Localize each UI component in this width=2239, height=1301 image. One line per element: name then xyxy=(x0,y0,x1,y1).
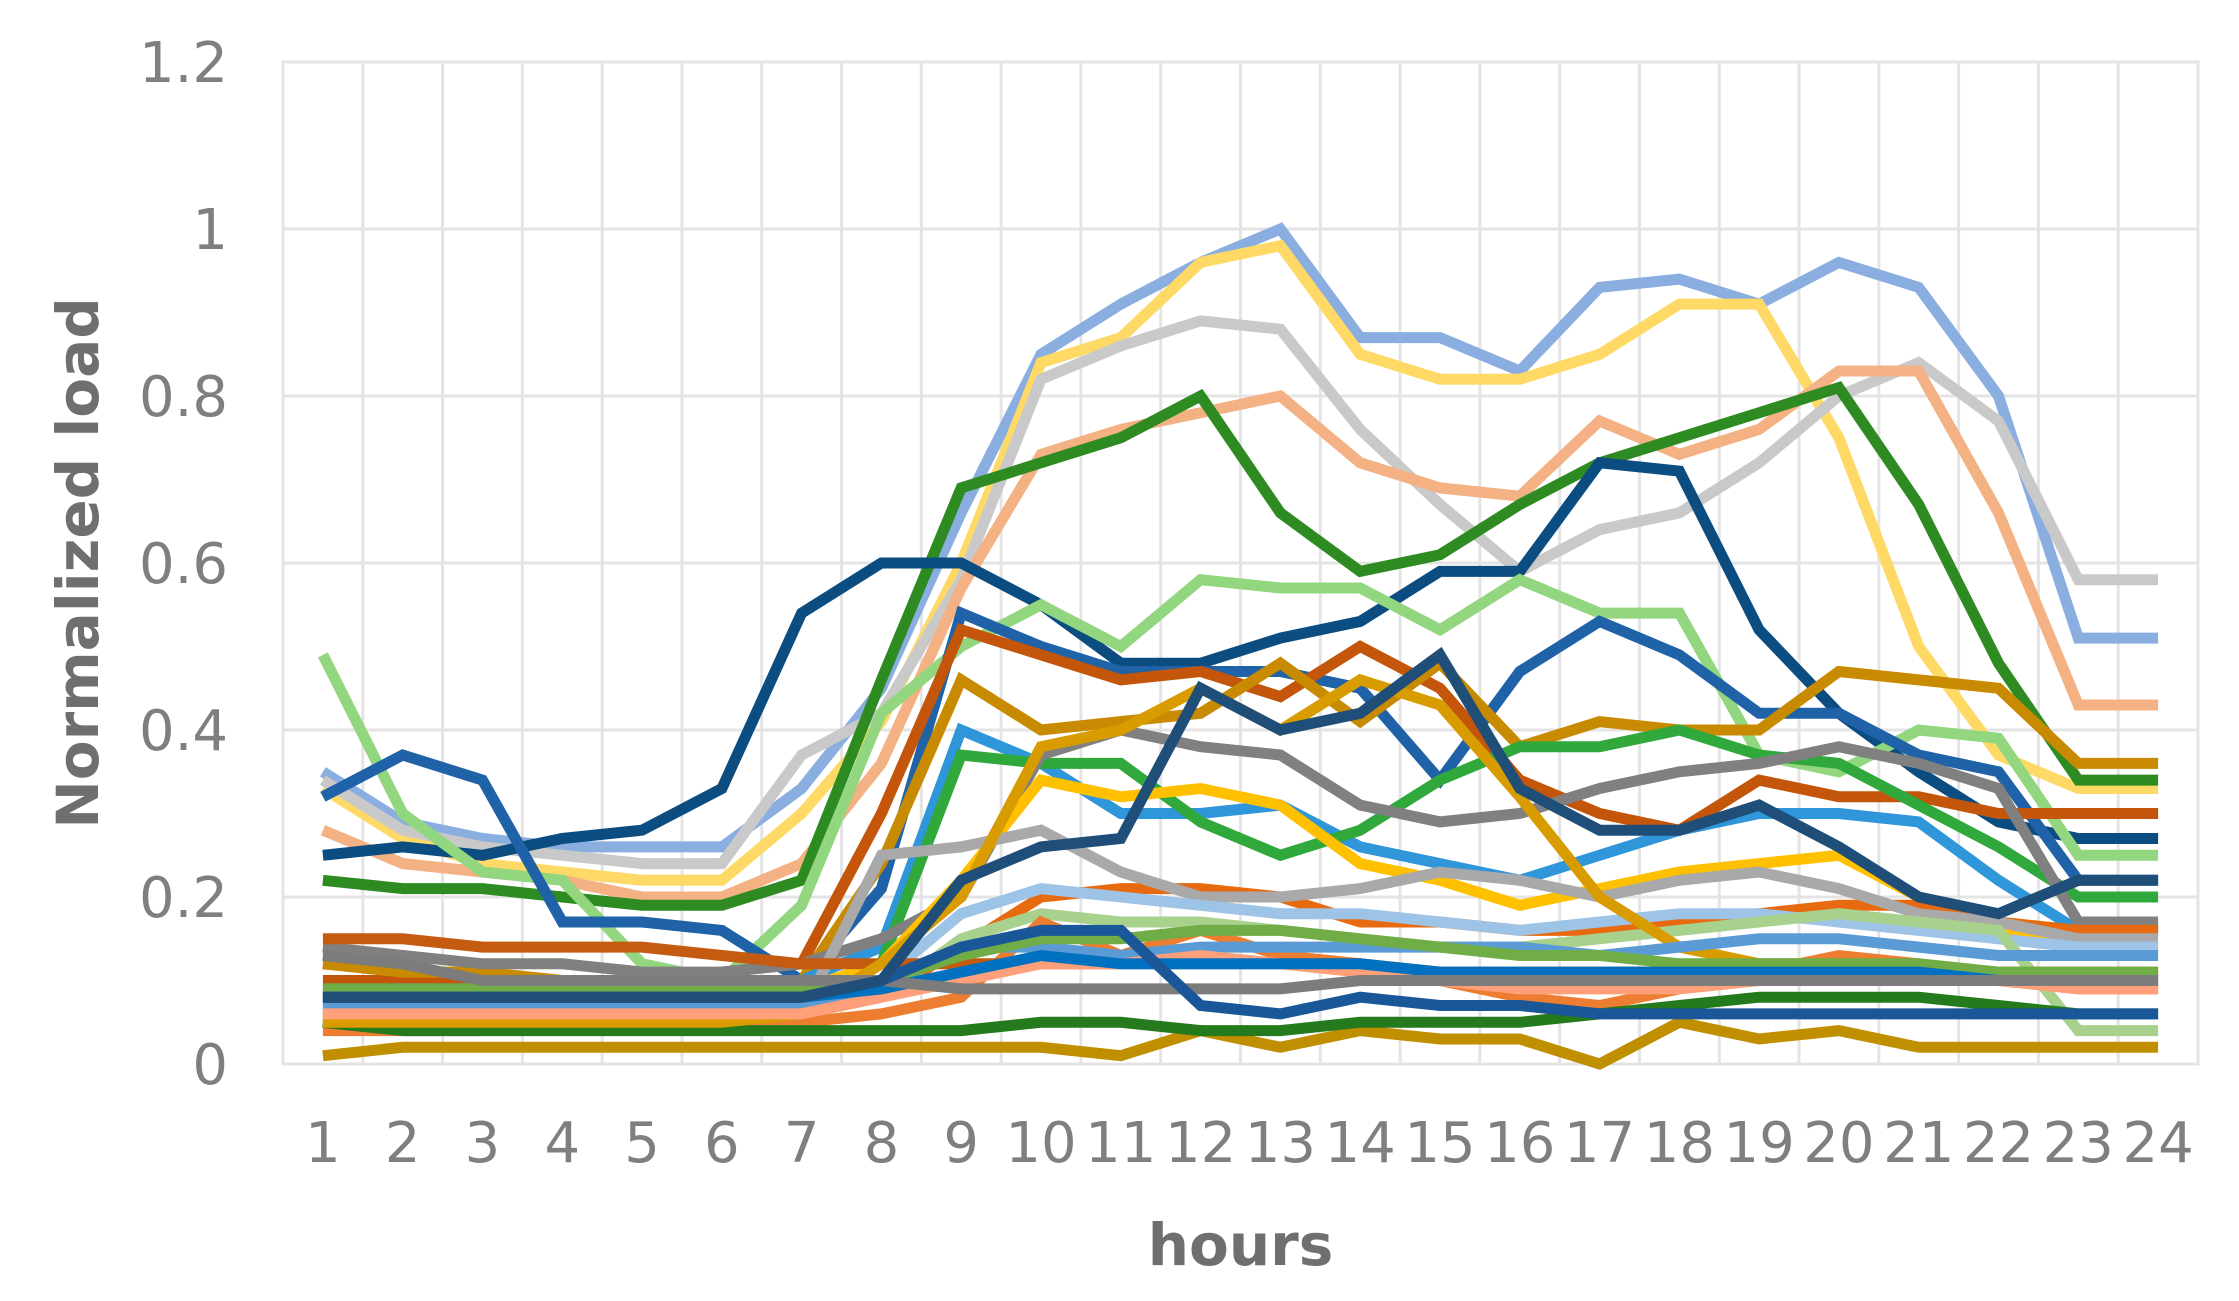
x-tick-label: 12 xyxy=(1165,1111,1236,1176)
x-axis-tick-labels: 1 2 3 4 5 6 7 8 9 10 11 12 13 14 15 16 17 18 19 20 21 22 23 24 xyxy=(305,1111,2194,1176)
x-tick-label: 5 xyxy=(624,1111,660,1176)
x-tick-label: 21 xyxy=(1883,1111,1954,1176)
series-line-25 xyxy=(322,924,2159,995)
series-line-4 xyxy=(320,365,2159,903)
x-tick-label: 9 xyxy=(943,1111,979,1176)
x-tick-label: 13 xyxy=(1245,1111,1316,1176)
series-line-3 xyxy=(319,315,2159,870)
series-line-1 xyxy=(319,222,2159,853)
y-axis-tick-labels: 0 0.2 0.4 0.6 0.8 1 1.2 xyxy=(139,31,228,1098)
x-tick-label: 8 xyxy=(864,1111,900,1176)
x-tick-label: 15 xyxy=(1404,1111,1475,1176)
x-tick-label: 18 xyxy=(1644,1111,1715,1176)
x-tick-label: 11 xyxy=(1085,1111,1156,1176)
series-line-24 xyxy=(322,933,2159,1011)
y-tick-label: 0.8 xyxy=(139,365,228,430)
series-line-30 xyxy=(322,646,2159,1003)
y-tick-label: 0 xyxy=(192,1033,228,1098)
y-tick-label: 0.2 xyxy=(139,866,228,931)
y-axis-title: Normalized load xyxy=(44,297,112,829)
x-tick-label: 22 xyxy=(1963,1111,2034,1176)
series-line-2 xyxy=(319,239,2159,886)
x-tick-label: 23 xyxy=(2043,1111,2114,1176)
x-tick-label: 2 xyxy=(385,1111,421,1176)
series-line-5 xyxy=(322,381,2159,911)
x-tick-label: 10 xyxy=(1005,1111,1076,1176)
y-tick-label: 0.6 xyxy=(139,532,228,597)
series-line-28 xyxy=(322,950,2159,995)
plot-area-frame xyxy=(281,60,2200,1066)
y-tick-label: 0.4 xyxy=(139,699,228,764)
x-tick-label: 6 xyxy=(704,1111,740,1176)
series-line-13 xyxy=(322,724,2159,978)
x-tick-label: 17 xyxy=(1564,1111,1635,1176)
x-tick-label: 24 xyxy=(2122,1111,2193,1176)
x-tick-label: 7 xyxy=(784,1111,820,1176)
series-line-8 xyxy=(320,605,2159,988)
x-tick-label: 20 xyxy=(1803,1111,1874,1176)
x-tick-label: 19 xyxy=(1724,1111,1795,1176)
series-line-20 xyxy=(322,1016,2159,1070)
x-tick-label: 1 xyxy=(305,1111,341,1176)
series-line-21 xyxy=(322,991,2159,1037)
y-tick-label: 1 xyxy=(192,198,228,263)
y-tick-label: 1.2 xyxy=(139,31,228,96)
x-tick-label: 4 xyxy=(544,1111,580,1176)
x-axis-title: hours xyxy=(1148,1211,1334,1279)
x-tick-label: 3 xyxy=(465,1111,501,1176)
series-lines xyxy=(317,222,2159,1070)
x-tick-label: 16 xyxy=(1484,1111,1555,1176)
x-tick-label: 14 xyxy=(1325,1111,1396,1176)
